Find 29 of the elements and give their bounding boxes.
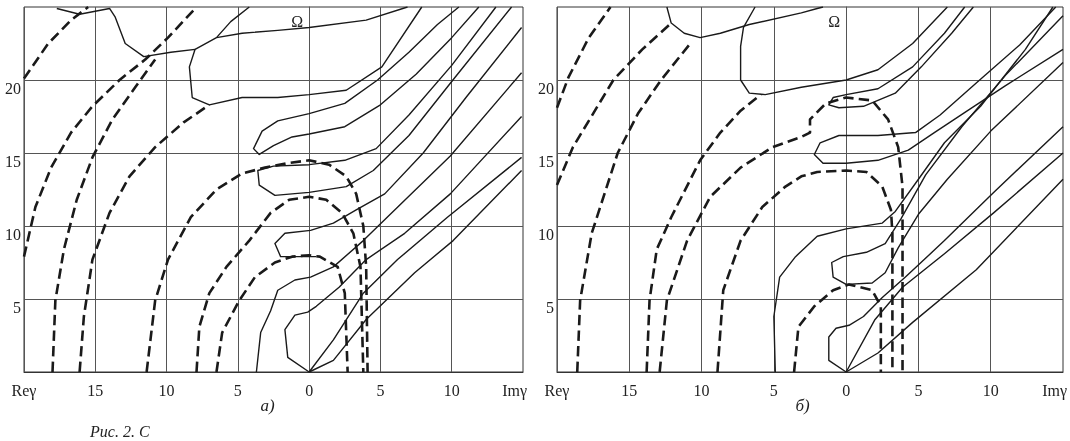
text: б) [795,396,810,415]
y-tick-label: 10 [538,225,554,243]
x-tick-label: 10 [443,381,460,399]
x-tick-label: 5 [376,381,385,399]
x-tick-label: 10 [982,381,999,399]
y-tick-label: 10 [5,225,21,243]
x-tick-label: 10 [158,381,175,399]
y-tick-label: 5 [546,298,554,316]
x-axis-title: Imγ [502,381,527,400]
text: Рис. 2. С [89,422,150,440]
x-tick-label: 0 [842,381,851,399]
x-tick-label: 5 [914,381,923,399]
x-tick-label: 10 [693,381,710,399]
x-tick-label: 5 [769,381,778,399]
x-tick-label: 5 [233,381,242,399]
text: а) [260,396,275,415]
x-tick-label: 0 [305,381,314,399]
x-tick-label: 15 [621,381,638,399]
y-tick-label: 15 [538,152,554,170]
y-axis-title: Ω [291,12,304,30]
x-tick-label: Reγ [544,381,570,400]
y-tick-label: 15 [5,152,21,170]
y-axis-title: Ω [828,12,841,30]
x-axis-title: Imγ [1042,381,1067,400]
y-tick-label: 5 [13,298,21,316]
y-tick-label: 20 [5,79,21,97]
x-tick-label: 15 [87,381,104,399]
x-tick-label: Reγ [11,381,37,400]
y-tick-label: 20 [538,79,554,97]
